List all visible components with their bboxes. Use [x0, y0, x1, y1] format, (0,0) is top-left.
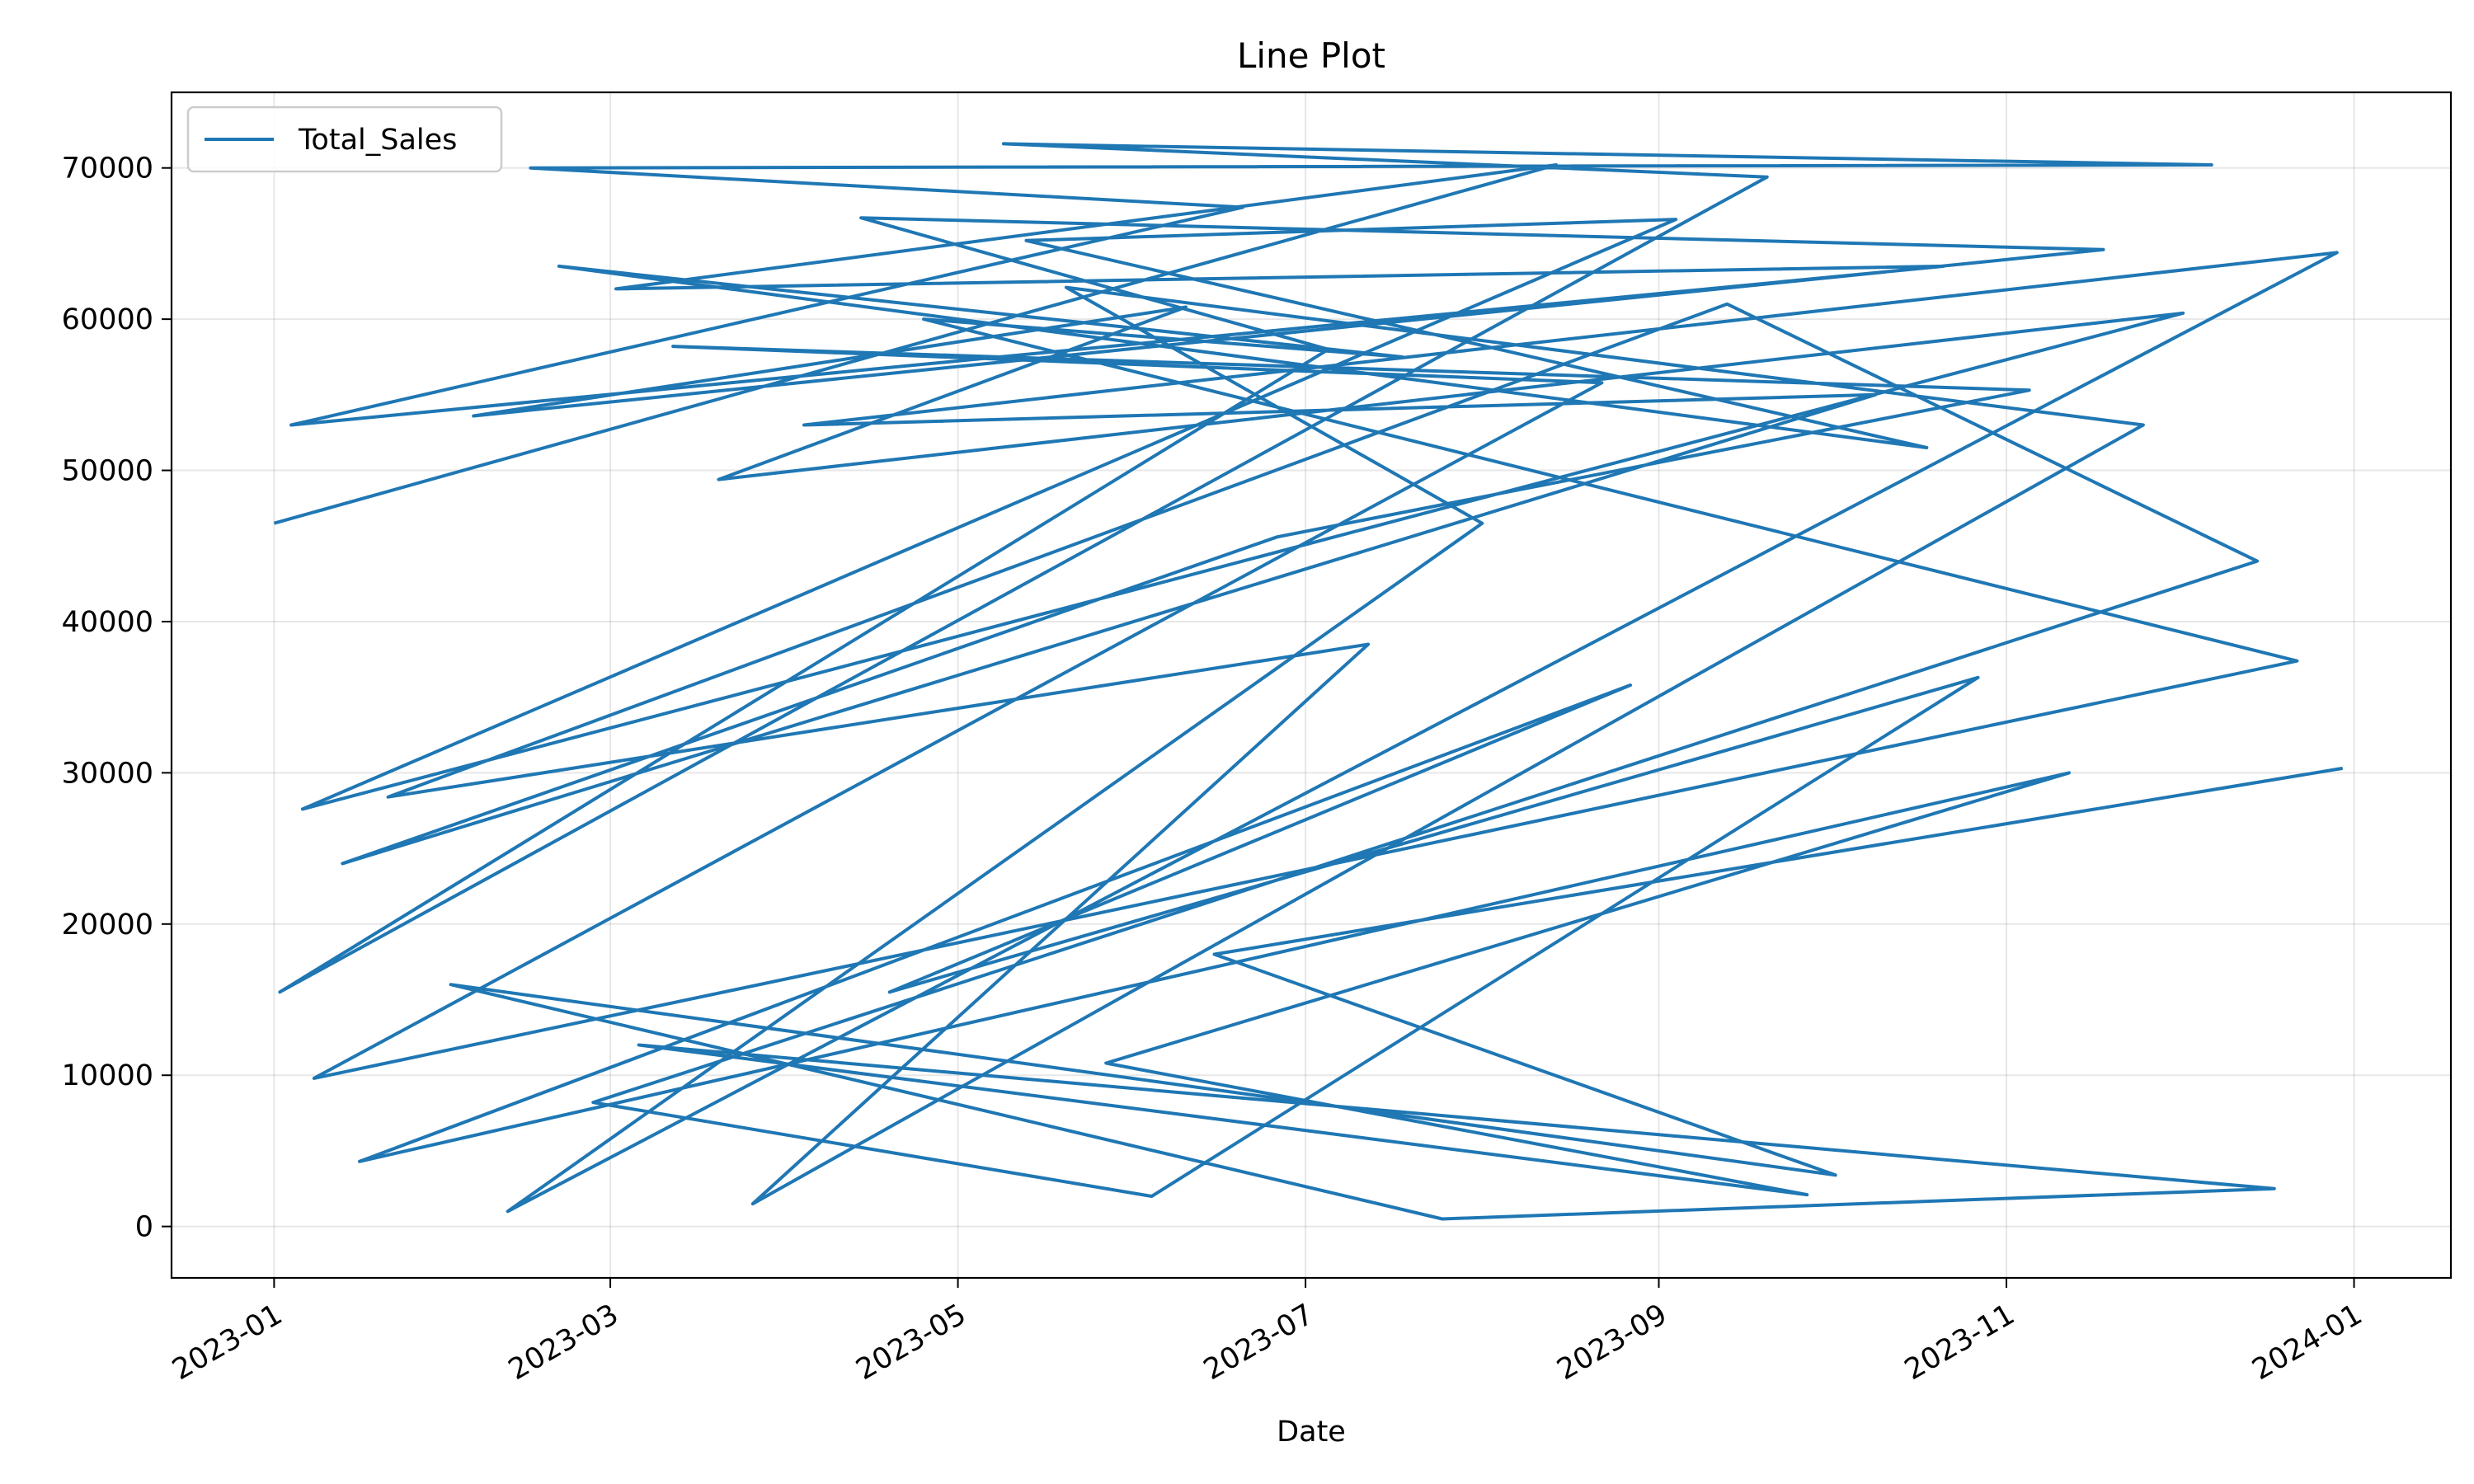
y-tick-label: 20000: [62, 909, 153, 942]
y-tick-label: 60000: [62, 303, 153, 336]
chart-title: Line Plot: [1237, 35, 1385, 76]
series-line-total-sales: [273, 142, 2344, 1221]
legend-label-total-sales: Total_Sales: [298, 124, 457, 157]
y-tick-label: 10000: [62, 1059, 153, 1092]
series-layer: [273, 142, 2344, 1221]
y-tick-label: 70000: [62, 153, 153, 186]
y-tick-label: 40000: [62, 606, 153, 639]
x-axis-label: Date: [1277, 1416, 1346, 1449]
plot-frame: [170, 91, 2453, 1280]
axes: [170, 91, 2453, 1280]
y-tick-label: 50000: [62, 455, 153, 488]
legend-box: [186, 106, 503, 173]
legend: Total_Sales: [186, 106, 503, 173]
y-tick-label: 0: [135, 1211, 153, 1244]
y-tick-label: 30000: [62, 757, 153, 790]
